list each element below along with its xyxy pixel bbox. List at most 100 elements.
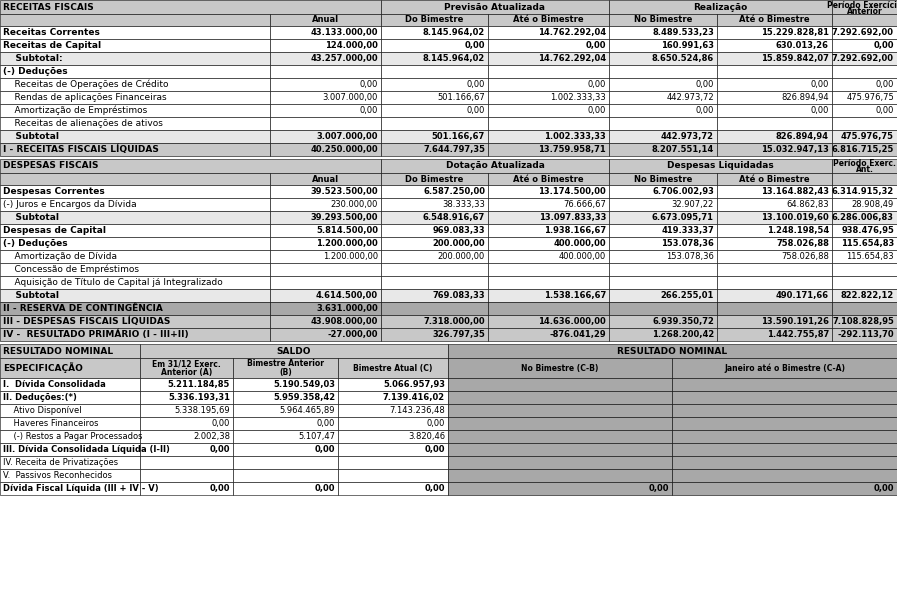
Text: 230.000,00: 230.000,00 <box>331 200 378 209</box>
Text: (-) Deduções: (-) Deduções <box>3 239 67 248</box>
Bar <box>233 358 338 378</box>
Bar <box>448 391 672 404</box>
Bar <box>488 276 609 289</box>
Bar <box>381 237 488 250</box>
Text: 419.333,37: 419.333,37 <box>661 226 714 235</box>
Bar <box>381 130 488 143</box>
Bar <box>609 26 717 39</box>
Bar <box>338 404 448 417</box>
Bar <box>381 250 488 263</box>
Bar <box>488 250 609 263</box>
Text: 400.000,00: 400.000,00 <box>559 252 606 261</box>
Bar <box>488 78 609 91</box>
Text: 160.991,63: 160.991,63 <box>661 41 714 50</box>
Bar <box>832 250 897 263</box>
Text: 39.293.500,00: 39.293.500,00 <box>310 213 378 222</box>
Bar <box>140 443 233 456</box>
Bar <box>270 315 381 328</box>
Text: 1.248.198,54: 1.248.198,54 <box>767 226 829 235</box>
Text: 13.759.958,71: 13.759.958,71 <box>538 145 606 154</box>
Bar <box>448 482 672 495</box>
Bar <box>270 263 381 276</box>
Text: Amortização de Empréstimos: Amortização de Empréstimos <box>3 106 147 115</box>
Bar <box>609 159 832 173</box>
Text: Subtotal: Subtotal <box>3 291 59 300</box>
Bar <box>717 104 832 117</box>
Text: 200.000,00: 200.000,00 <box>438 252 485 261</box>
Bar <box>0 117 270 130</box>
Text: No Bimestre (C-B): No Bimestre (C-B) <box>521 364 598 372</box>
Bar <box>140 344 448 358</box>
Text: 115.654,83: 115.654,83 <box>847 252 894 261</box>
Bar <box>488 211 609 224</box>
Bar <box>717 315 832 328</box>
Bar <box>381 302 488 315</box>
Bar <box>270 117 381 130</box>
Bar <box>0 404 140 417</box>
Bar <box>140 358 233 378</box>
Text: 7.108.828,95: 7.108.828,95 <box>832 317 894 326</box>
Text: 442.973,72: 442.973,72 <box>666 93 714 102</box>
Text: 3.007.000,00: 3.007.000,00 <box>323 93 378 102</box>
Text: 7.644.797,35: 7.644.797,35 <box>423 145 485 154</box>
Text: 0,00: 0,00 <box>317 419 335 428</box>
Text: Ativo Disponível: Ativo Disponível <box>3 406 82 415</box>
Bar <box>832 302 897 315</box>
Text: Até o Bimestre: Até o Bimestre <box>513 15 584 24</box>
Text: 6.587.250,00: 6.587.250,00 <box>423 187 485 196</box>
Text: 0,00: 0,00 <box>875 80 894 89</box>
Bar <box>488 263 609 276</box>
Text: Concessão de Empréstimos: Concessão de Empréstimos <box>3 265 139 274</box>
Text: 0,00: 0,00 <box>315 484 335 493</box>
Bar <box>717 130 832 143</box>
Bar <box>0 52 270 65</box>
Text: 0,00: 0,00 <box>588 80 606 89</box>
Text: 0,00: 0,00 <box>696 80 714 89</box>
Text: 64.862,83: 64.862,83 <box>787 200 829 209</box>
Bar <box>448 358 672 378</box>
Bar <box>233 391 338 404</box>
Bar <box>233 469 338 482</box>
Bar <box>338 456 448 469</box>
Text: -292.113,70: -292.113,70 <box>838 330 894 339</box>
Bar <box>270 198 381 211</box>
Bar <box>381 211 488 224</box>
Text: No Bimestre: No Bimestre <box>634 175 692 184</box>
Text: 0,00: 0,00 <box>210 445 230 454</box>
Bar <box>381 91 488 104</box>
Bar <box>832 0 897 14</box>
Bar <box>609 198 717 211</box>
Bar <box>0 302 270 315</box>
Text: 1.268.200,42: 1.268.200,42 <box>652 330 714 339</box>
Text: 475.976,75: 475.976,75 <box>846 93 894 102</box>
Bar <box>0 185 270 198</box>
Text: Anterior: Anterior <box>847 7 883 15</box>
Text: 0,00: 0,00 <box>588 106 606 115</box>
Bar <box>609 224 717 237</box>
Bar <box>672 469 897 482</box>
Bar <box>381 65 488 78</box>
Bar <box>609 237 717 250</box>
Text: 5.066.957,93: 5.066.957,93 <box>383 380 445 389</box>
Bar <box>717 185 832 198</box>
Text: 0,00: 0,00 <box>811 80 829 89</box>
Text: 15.229.828,81: 15.229.828,81 <box>761 28 829 37</box>
Text: 326.797,35: 326.797,35 <box>432 330 485 339</box>
Text: 630.013,26: 630.013,26 <box>776 41 829 50</box>
Bar <box>381 263 488 276</box>
Text: Despesas Liquidadas: Despesas Liquidadas <box>667 162 774 170</box>
Bar <box>381 39 488 52</box>
Bar <box>0 391 140 404</box>
Bar <box>448 404 672 417</box>
Text: 0,00: 0,00 <box>875 106 894 115</box>
Bar <box>488 328 609 341</box>
Bar <box>832 315 897 328</box>
Bar <box>832 276 897 289</box>
Bar <box>140 430 233 443</box>
Bar <box>609 328 717 341</box>
Bar <box>672 391 897 404</box>
Bar <box>0 289 270 302</box>
Bar <box>0 482 140 495</box>
Bar <box>0 276 270 289</box>
Text: 0,00: 0,00 <box>315 445 335 454</box>
